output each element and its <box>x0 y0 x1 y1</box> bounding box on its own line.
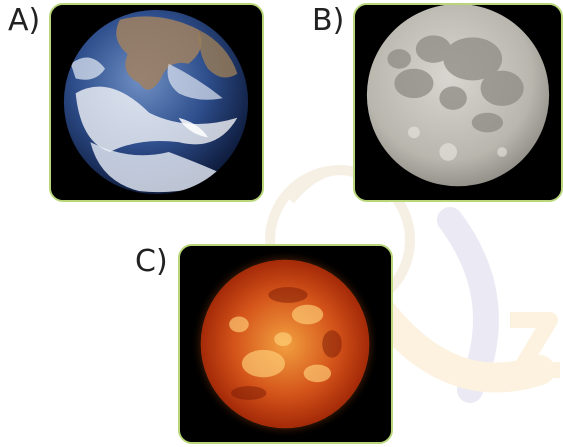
option-card-b[interactable] <box>353 3 563 202</box>
moon-image <box>355 5 561 200</box>
sun-image <box>180 246 391 442</box>
option-card-c[interactable] <box>178 244 393 444</box>
option-label-c: C) <box>135 244 168 279</box>
option-label-b: B) <box>312 3 345 38</box>
option-label-a: A) <box>8 3 41 38</box>
earth-image <box>51 5 262 200</box>
option-card-a[interactable] <box>49 3 264 202</box>
